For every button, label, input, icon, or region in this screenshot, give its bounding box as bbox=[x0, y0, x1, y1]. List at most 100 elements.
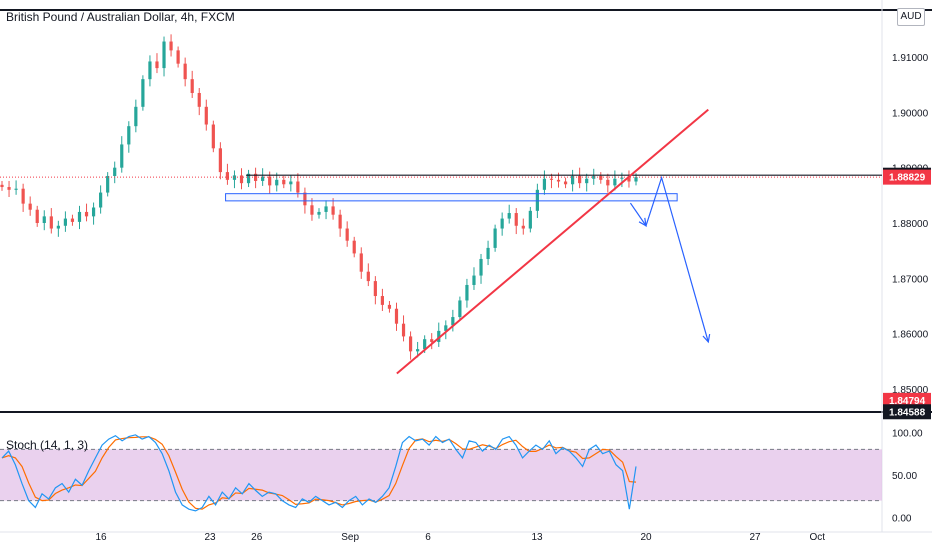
candle-body bbox=[613, 178, 617, 186]
x-tick-label: 16 bbox=[95, 532, 107, 543]
stoch-y-tick-label: 0.00 bbox=[892, 514, 912, 525]
resistance-zone bbox=[225, 193, 678, 202]
candle-body bbox=[282, 179, 286, 185]
candle-body bbox=[627, 177, 631, 182]
candle-body bbox=[500, 218, 504, 229]
candle-body bbox=[366, 271, 370, 282]
candle-body bbox=[535, 189, 539, 211]
candle-body bbox=[620, 177, 624, 179]
candle-body bbox=[246, 173, 251, 184]
x-tick-label: Sep bbox=[341, 532, 359, 543]
candle-body bbox=[169, 41, 173, 51]
x-tick-label: Oct bbox=[810, 532, 826, 543]
candle-body bbox=[578, 175, 582, 184]
candle-body bbox=[599, 175, 603, 180]
currency-badge[interactable]: AUD bbox=[897, 8, 925, 26]
candle-body bbox=[176, 50, 180, 64]
candle-body bbox=[606, 179, 610, 186]
candle-body bbox=[21, 188, 25, 204]
candle-body bbox=[211, 124, 215, 149]
price-tag-bg bbox=[883, 392, 931, 408]
candle-body bbox=[359, 253, 363, 272]
x-tick-label: 6 bbox=[425, 532, 431, 543]
x-tick-label: 27 bbox=[749, 532, 761, 543]
candle-body bbox=[401, 323, 406, 337]
candle-body bbox=[35, 209, 39, 224]
candle-body bbox=[394, 308, 399, 324]
candle-body bbox=[204, 106, 208, 125]
y-tick-label: 1.90000 bbox=[892, 108, 929, 119]
stoch-k-line bbox=[1, 434, 637, 512]
candle-body bbox=[585, 178, 589, 184]
x-tick-label: 26 bbox=[251, 532, 263, 543]
candle-body bbox=[416, 349, 420, 352]
candle-body bbox=[634, 177, 638, 182]
candle-body bbox=[120, 144, 124, 168]
x-tick-label: 13 bbox=[531, 532, 543, 543]
candle-body bbox=[218, 148, 222, 173]
candle-body bbox=[528, 210, 532, 229]
candle-body bbox=[239, 175, 244, 184]
price-tag-bg bbox=[883, 169, 931, 185]
candle-body bbox=[380, 296, 384, 305]
candle-body bbox=[28, 203, 32, 210]
candle-body bbox=[430, 339, 434, 342]
candle-body bbox=[261, 176, 265, 181]
candle-body bbox=[451, 317, 455, 326]
candle-body bbox=[225, 172, 230, 180]
stoch-y-tick-label: 50.00 bbox=[892, 471, 917, 482]
candle-body bbox=[331, 206, 335, 215]
projection-arrowhead bbox=[638, 217, 647, 227]
stoch-indicator-label[interactable]: Stoch (14, 1, 3) bbox=[6, 438, 89, 452]
price-tag: 1.88829 bbox=[883, 169, 931, 185]
candle-body bbox=[148, 61, 152, 80]
y-tick-label: 1.86000 bbox=[892, 330, 929, 341]
candle-body bbox=[338, 214, 342, 229]
candle-body bbox=[521, 225, 525, 229]
candle-body bbox=[289, 181, 293, 185]
candle-body bbox=[127, 126, 131, 145]
candle-body bbox=[70, 218, 75, 222]
ascending-trendline bbox=[396, 108, 709, 375]
chart-title: British Pound / Australian Dollar, 4h, F… bbox=[6, 10, 235, 24]
candle-body bbox=[514, 213, 518, 226]
candle-body bbox=[106, 175, 110, 193]
price-tag: 1.84588 bbox=[883, 404, 931, 420]
candle-body bbox=[134, 106, 138, 127]
candle-body bbox=[113, 167, 117, 176]
candle-body bbox=[183, 63, 187, 80]
x-tick-label: 23 bbox=[204, 532, 216, 543]
y-tick-label: 1.91000 bbox=[892, 53, 929, 64]
candle-body bbox=[324, 206, 328, 212]
candle-body bbox=[63, 218, 67, 226]
stoch-band bbox=[0, 449, 882, 501]
candle-body bbox=[77, 211, 82, 222]
candle-body bbox=[458, 300, 462, 318]
candle-body bbox=[99, 192, 103, 208]
candle-body bbox=[345, 228, 349, 241]
candle-body bbox=[0, 184, 4, 188]
candle-body bbox=[465, 284, 469, 301]
candle-body bbox=[542, 178, 547, 190]
candle-body bbox=[352, 240, 356, 254]
candle-body bbox=[141, 79, 145, 107]
candle-body bbox=[84, 211, 89, 217]
candle-body bbox=[14, 188, 18, 190]
candle-body bbox=[7, 187, 11, 190]
candle-body bbox=[310, 205, 314, 215]
candle-body bbox=[549, 178, 554, 180]
candle-body bbox=[479, 258, 483, 276]
projection-path bbox=[629, 175, 709, 343]
candle-body bbox=[268, 176, 272, 186]
price-tag-bg bbox=[883, 404, 931, 420]
candle-body bbox=[275, 179, 279, 186]
projection-arrowhead bbox=[702, 333, 711, 344]
candle-body bbox=[317, 211, 321, 215]
candle-body bbox=[197, 92, 201, 107]
candle-body bbox=[507, 213, 511, 219]
candle-body bbox=[91, 207, 96, 217]
candle-body bbox=[42, 216, 46, 224]
price-tag-label: 1.84794 bbox=[889, 396, 926, 407]
